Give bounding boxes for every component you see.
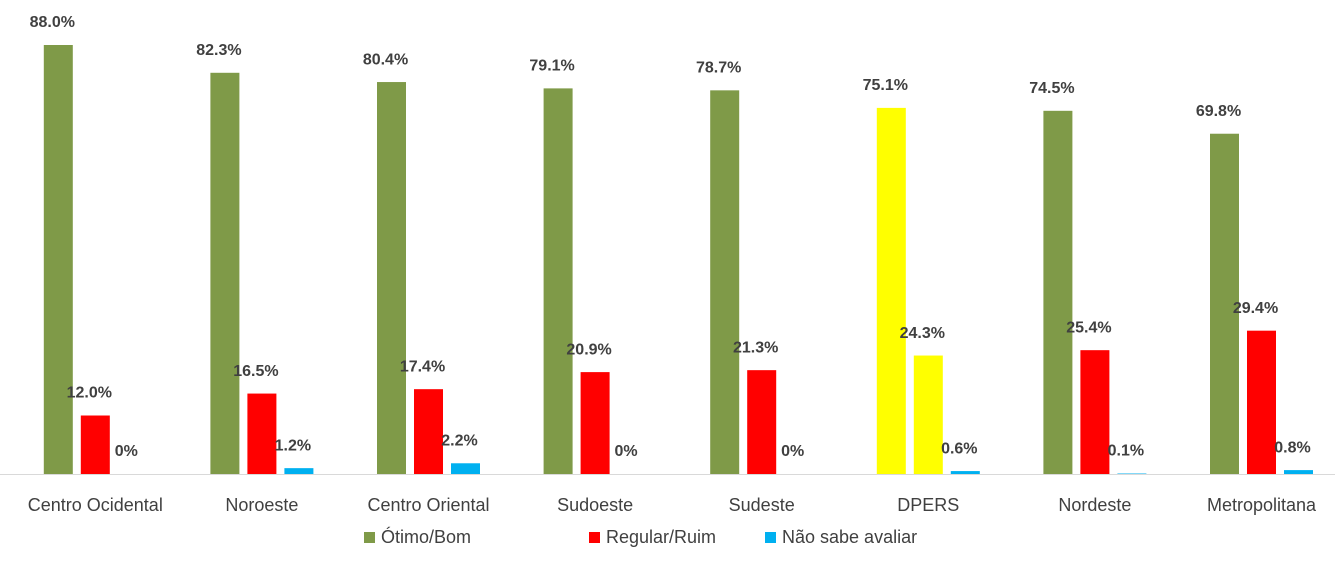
data-label: 0% bbox=[781, 443, 804, 460]
x-tick-label: Centro Oriental bbox=[367, 495, 489, 515]
bar bbox=[543, 88, 573, 474]
bar bbox=[747, 370, 777, 474]
bar bbox=[80, 415, 110, 474]
data-label: 0.8% bbox=[1274, 439, 1310, 456]
data-label: 69.8% bbox=[1196, 103, 1241, 120]
bar bbox=[247, 393, 277, 474]
legend-label: Ótimo/Bom bbox=[381, 526, 471, 547]
bar bbox=[1210, 133, 1239, 474]
data-label: 20.9% bbox=[566, 341, 611, 358]
bar bbox=[414, 389, 443, 474]
x-tick-label: Noroeste bbox=[225, 495, 298, 515]
bar bbox=[1043, 110, 1073, 474]
x-tick-label: Metropolitana bbox=[1207, 495, 1317, 515]
data-label: 0.1% bbox=[1108, 443, 1144, 460]
data-label: 88.0% bbox=[30, 14, 75, 31]
data-label: 17.4% bbox=[400, 358, 445, 375]
x-tick-label: Centro Ocidental bbox=[28, 495, 163, 515]
data-label: 0% bbox=[615, 443, 638, 460]
bar bbox=[284, 468, 314, 474]
bar bbox=[1247, 330, 1276, 474]
bar bbox=[876, 107, 906, 474]
data-label: 78.7% bbox=[696, 60, 741, 77]
bar bbox=[1080, 350, 1110, 474]
data-label: 16.5% bbox=[233, 363, 278, 380]
bar bbox=[950, 471, 980, 474]
data-label: 0.6% bbox=[941, 440, 977, 457]
data-label: 25.4% bbox=[1066, 319, 1111, 336]
bar bbox=[580, 372, 610, 474]
legend-label: Regular/Ruim bbox=[606, 527, 716, 547]
bar bbox=[451, 463, 480, 474]
bar bbox=[210, 72, 240, 474]
data-label: 12.0% bbox=[67, 385, 112, 402]
data-label: 74.5% bbox=[1029, 80, 1074, 97]
bar bbox=[377, 82, 406, 475]
data-label: 21.3% bbox=[733, 339, 778, 356]
x-tick-label: DPERS bbox=[897, 495, 959, 515]
legend-swatch bbox=[364, 532, 375, 543]
bar bbox=[710, 90, 740, 475]
data-label: 82.3% bbox=[196, 42, 241, 59]
bar bbox=[1284, 470, 1313, 474]
data-label: 24.3% bbox=[900, 325, 945, 342]
bar bbox=[913, 355, 943, 474]
x-tick-label: Nordeste bbox=[1058, 495, 1131, 515]
legend-swatch bbox=[589, 532, 600, 543]
bar bbox=[43, 45, 73, 474]
data-label: 1.2% bbox=[275, 437, 311, 454]
data-label: 29.4% bbox=[1233, 300, 1278, 317]
data-label: 2.2% bbox=[441, 432, 477, 449]
x-tick-label: Sudeste bbox=[729, 495, 795, 515]
data-label: 0% bbox=[115, 443, 138, 460]
data-label: 75.1% bbox=[863, 77, 908, 94]
data-label: 80.4% bbox=[363, 51, 408, 68]
legend-label: Não sabe avaliar bbox=[782, 527, 917, 547]
data-label: 79.1% bbox=[529, 58, 574, 75]
x-tick-label: Sudoeste bbox=[557, 495, 633, 515]
legend-swatch bbox=[765, 532, 776, 543]
